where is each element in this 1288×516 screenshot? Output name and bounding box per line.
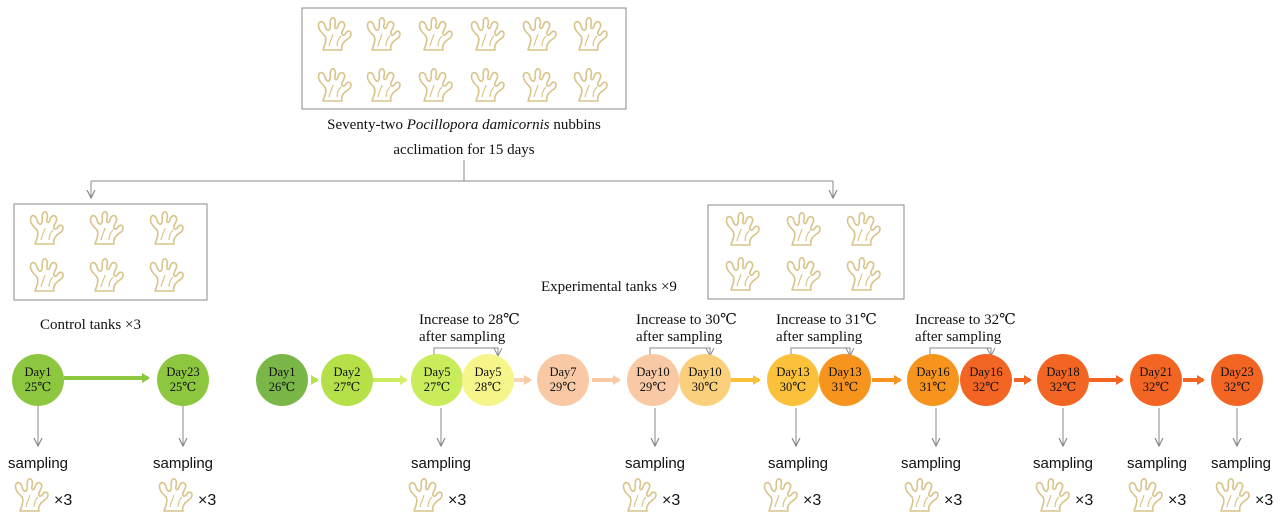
day-label: Day1 [24,365,52,379]
day-label: Day5 [423,365,451,379]
day-circle-exp-day13-31: Day13 31℃ [819,354,871,406]
day-circle-exp-day18: Day18 32℃ [1037,354,1089,406]
top-caption: Seventy-two Pocillopora damicornis nubbi… [327,118,601,133]
day-label: Day18 [1046,365,1080,379]
increase-note-30-line2: after sampling [636,329,723,345]
increase-note-30-line1: Increase to 30℃ [636,312,737,328]
day-circle-exp-day16-32: Day16 32℃ [960,354,1012,406]
sample-count: ×3 [198,492,217,509]
sampling-label: sampling [1032,455,1094,472]
temp-label: 29℃ [639,380,667,394]
day-label: Day1 [268,365,296,379]
timeline-arrows [64,373,1205,385]
temp-label: 30℃ [779,380,807,394]
day-label: Day16 [969,365,1003,379]
day-circle-exp-day23: Day23 32℃ [1211,354,1263,406]
sampling-label: sampling [152,455,214,472]
temp-label: 29℃ [549,380,577,394]
temp-label: 32℃ [972,380,1000,394]
day-label: Day5 [474,365,502,379]
coral-group-top [317,17,608,102]
increase-note-32-line2: after sampling [915,329,1002,345]
day-label: Day2 [333,365,361,379]
temp-label: 32℃ [1142,380,1170,394]
coral-group-experimental [725,212,881,291]
control-tanks-label: Control tanks ×3 [40,317,141,333]
day-circle-exp-day7: Day7 29℃ [537,354,589,406]
day-label: Day21 [1139,365,1173,379]
acclimation-box [301,7,627,110]
sampling-label: sampling [767,455,829,472]
day-label: Day23 [166,365,200,379]
day-label: Day7 [549,365,577,379]
temp-label: 28℃ [474,380,502,394]
caption-prefix: Seventy-two [327,117,407,133]
temp-label: 30℃ [691,380,719,394]
increase-note-32-line1: Increase to 32℃ [915,312,1016,328]
day-circle-control-day1: Day1 25℃ [12,354,64,406]
sample-count: ×3 [662,492,681,509]
day-circle-exp-day2: Day2 27℃ [321,354,373,406]
day-circle-exp-day16-31: Day16 31℃ [907,354,959,406]
sampling-label: sampling [7,455,69,472]
experimental-tanks-label: Experimental tanks ×9 [541,279,677,295]
increase-note-28-line1: Increase to 28℃ [419,312,520,328]
sample-count: ×3 [1075,492,1094,509]
coral-group-control [29,211,184,292]
temp-label: 27℃ [333,380,361,394]
day-circle-control-day23: Day23 25℃ [157,354,209,406]
temp-label: 25℃ [169,380,197,394]
sample-count: ×3 [1168,492,1187,509]
temp-label: 26℃ [268,380,296,394]
day-circle-exp-day10-30: Day10 30℃ [679,354,731,406]
acclimation-label: acclimation for 15 days [393,142,535,158]
sample-count: ×3 [1255,492,1274,509]
control-tank-box [13,203,208,301]
sampling-label: sampling [1126,455,1188,472]
split-connector [91,160,833,198]
day-circle-exp-day21: Day21 32℃ [1130,354,1182,406]
bracket-connectors [433,347,991,358]
temp-label: 31℃ [831,380,859,394]
sample-count: ×3 [944,492,963,509]
temp-label: 32℃ [1049,380,1077,394]
day-label: Day13 [776,365,810,379]
sampling-arrows [38,406,1237,446]
sample-count: ×3 [803,492,822,509]
sampling-label: sampling [900,455,962,472]
day-circle-exp-day1: Day1 26℃ [256,354,308,406]
sample-count: ×3 [54,492,73,509]
day-label: Day16 [916,365,950,379]
temp-label: 32℃ [1223,380,1251,394]
increase-note-28-line2: after sampling [419,329,506,345]
increase-note-31-line2: after sampling [776,329,863,345]
sampling-label: sampling [1210,455,1272,472]
sampling-label: sampling [410,455,472,472]
day-label: Day10 [636,365,670,379]
caption-suffix: nubbins [549,117,601,133]
sample-count: ×3 [448,492,467,509]
increase-note-31-line1: Increase to 31℃ [776,312,877,328]
day-circle-exp-day13-30: Day13 30℃ [767,354,819,406]
temp-label: 31℃ [919,380,947,394]
temp-label: 27℃ [423,380,451,394]
temp-label: 25℃ [24,380,52,394]
species-name: Pocillopora damicornis [406,117,550,133]
day-label: Day23 [1220,365,1254,379]
day-label: Day10 [688,365,722,379]
experimental-tank-box [707,204,905,300]
day-label: Day13 [828,365,862,379]
sampling-label: sampling [624,455,686,472]
day-circle-exp-day5-28: Day5 28℃ [462,354,514,406]
day-circle-exp-day5-27: Day5 27℃ [411,354,463,406]
day-circle-exp-day10-29: Day10 29℃ [627,354,679,406]
